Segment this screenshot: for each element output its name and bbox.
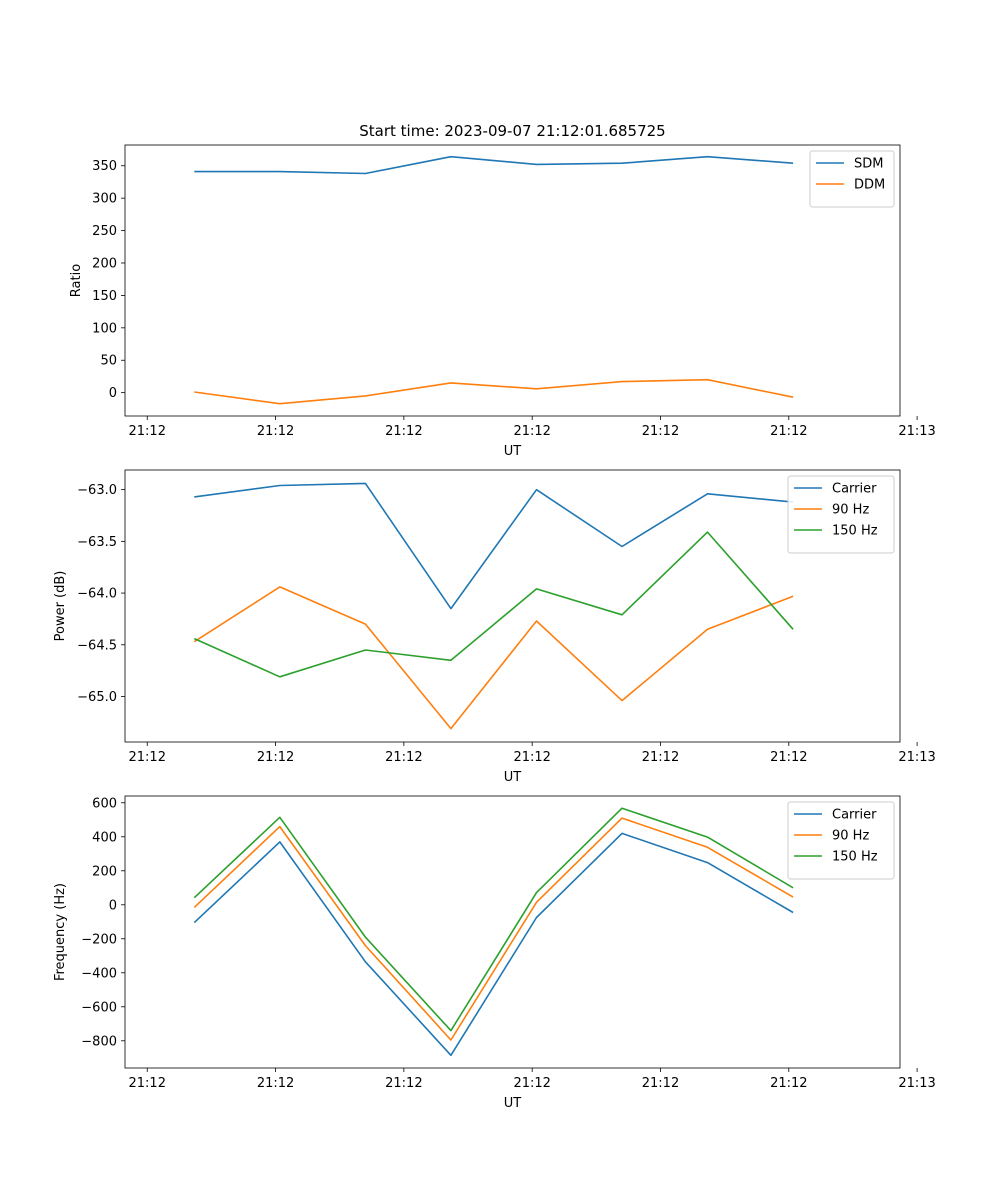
- x-tick-label: 21:12: [257, 1076, 294, 1091]
- series-line-ddm: [194, 378, 794, 405]
- y-axis-label: Power (dB): [53, 571, 68, 642]
- legend-label: DDM: [854, 178, 885, 193]
- x-tick-label: 21:12: [129, 750, 166, 765]
- y-tick-label: 200: [92, 864, 117, 879]
- y-tick-label: 0: [109, 386, 117, 401]
- x-tick-label: 21:12: [129, 1076, 166, 1091]
- x-axis-label: UT: [504, 770, 522, 785]
- y-tick-label: 100: [92, 321, 117, 336]
- y-tick-label: 250: [92, 224, 117, 239]
- x-tick-label: 21:12: [642, 424, 679, 439]
- x-tick-label: 21:13: [898, 1076, 935, 1091]
- y-tick-label: 150: [92, 289, 117, 304]
- y-tick-label: 300: [92, 192, 117, 207]
- y-tick-label: −65.0: [77, 690, 117, 705]
- plot-area: [124, 469, 901, 743]
- y-tick-label: −600: [81, 1000, 117, 1015]
- x-tick-label: 21:12: [642, 750, 679, 765]
- series-line-90-hz: [193, 586, 794, 730]
- y-tick-label: −63.5: [77, 535, 117, 550]
- y-tick-label: −800: [81, 1034, 117, 1049]
- legend-label: Carrier: [832, 482, 877, 497]
- y-tick-label: −64.5: [77, 638, 117, 653]
- x-tick-label: 21:12: [385, 424, 422, 439]
- x-axis-label: UT: [504, 444, 522, 459]
- legend: SDM DDM: [809, 150, 895, 208]
- series-line-sdm: [194, 155, 794, 175]
- y-axis-label: Ratio: [69, 264, 84, 297]
- x-tick-label: 21:12: [257, 750, 294, 765]
- y-tick-label: −64.0: [77, 587, 117, 602]
- legend-frame: [809, 150, 895, 208]
- chart-title: Start time: 2023-09-07 21:12:01.685725: [359, 122, 665, 140]
- x-tick-label: 21:12: [385, 750, 422, 765]
- x-tick-label: 21:13: [898, 424, 935, 439]
- series-line-carrier: [193, 832, 794, 1057]
- y-tick-label: −200: [81, 932, 117, 947]
- x-tick-label: 21:12: [513, 750, 550, 765]
- series-line-150-hz: [193, 807, 794, 1032]
- x-tick-label: 21:12: [770, 750, 807, 765]
- y-tick-label: 200: [92, 256, 117, 271]
- y-tick-label: −400: [81, 966, 117, 981]
- y-axis-label: Frequency (Hz): [53, 883, 68, 981]
- x-tick-label: 21:12: [513, 1076, 550, 1091]
- panel-3: 21:12 21:12 21:12 21:12 21:12 21:12 21:13 −800 −…: [53, 795, 936, 1111]
- legend: Carrier 90 Hz 150 Hz: [787, 475, 895, 554]
- y-tick-label: 400: [92, 830, 117, 845]
- x-tick-label: 21:12: [770, 1076, 807, 1091]
- legend-label: 90 Hz: [832, 829, 869, 844]
- legend-label: 150 Hz: [832, 850, 878, 865]
- x-tick-label: 21:12: [257, 424, 294, 439]
- y-tick-label: 0: [109, 898, 117, 913]
- legend-label: Carrier: [832, 808, 877, 823]
- y-tick-label: −63.0: [77, 483, 117, 498]
- legend-label: 150 Hz: [832, 524, 878, 539]
- series-line-90-hz: [193, 817, 794, 1041]
- y-tick-label: 350: [92, 159, 117, 174]
- series-line-150-hz: [193, 531, 794, 678]
- legend-label: SDM: [854, 157, 883, 172]
- legend-label: 90 Hz: [832, 503, 869, 518]
- x-tick-label: 21:12: [770, 424, 807, 439]
- x-tick-label: 21:12: [385, 1076, 422, 1091]
- y-tick-label: 50: [100, 354, 117, 369]
- x-axis-label: UT: [504, 1096, 522, 1111]
- panel-1: 21:12 21:12 21:12 21:12 21:12 21:12 21:13 0 50 10…: [69, 122, 936, 459]
- legend-frame: [787, 475, 895, 554]
- y-tick-label: 600: [92, 796, 117, 811]
- x-tick-label: 21:12: [129, 424, 166, 439]
- series-line-carrier: [194, 482, 794, 610]
- plot-area: [124, 144, 901, 417]
- panel-2: 21:12 21:12 21:12 21:12 21:12 21:12 21:13 −65.0…: [53, 469, 936, 785]
- legend: Carrier 90 Hz 150 Hz: [787, 801, 895, 880]
- x-tick-label: 21:12: [642, 1076, 679, 1091]
- x-tick-label: 21:12: [513, 424, 550, 439]
- legend-frame: [787, 801, 895, 880]
- x-tick-label: 21:13: [898, 750, 935, 765]
